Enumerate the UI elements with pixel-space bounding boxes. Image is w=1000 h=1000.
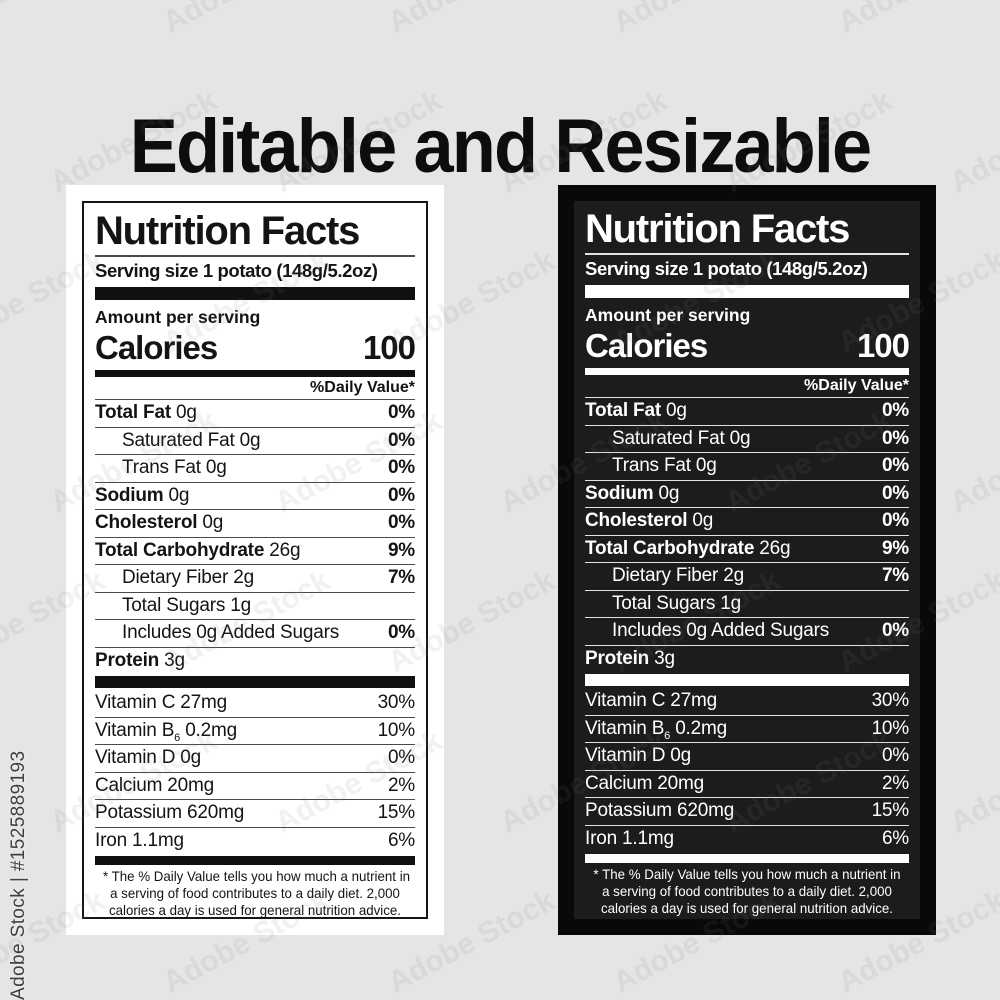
adobe-stock-watermark: Adobe Stock	[608, 0, 786, 40]
adobe-stock-watermark: Adobe Stock	[383, 0, 561, 40]
serving-size: Serving size 1 potato (148g/5.2oz)	[585, 258, 868, 279]
stock-id-watermark: Adobe Stock | #1525889193	[8, 750, 29, 1000]
nutrient-row: Includes 0g Added Sugars 0%	[95, 620, 415, 648]
footnote: * The % Daily Value tells you how much a…	[593, 866, 901, 916]
daily-value-header: %Daily Value*	[585, 375, 909, 398]
label-panel-light: Nutrition Facts Serving size 1 potato (1…	[82, 201, 428, 919]
nutrient-row: Saturated Fat 0g 0%	[95, 428, 415, 455]
page-title: Editable and Resizable	[129, 103, 872, 189]
vitamin-row: Iron 1.1mg 6%	[585, 827, 909, 849]
vitamin-row: Vitamin B6 0.2mg 10%	[585, 716, 909, 743]
calories-row: Calories 100	[585, 327, 910, 365]
nutrition-label-light: Nutrition Facts Serving size 1 potato (1…	[66, 185, 444, 935]
nutrition-label-dark: Nutrition Facts Serving size 1 potato (1…	[558, 185, 936, 935]
vitamin-row: Calcium 20mg 2%	[585, 771, 909, 798]
calories-row: Calories 100	[95, 329, 416, 367]
amount-per-serving: Amount per serving	[585, 305, 751, 325]
nutrient-row: Sodium 0g 0%	[95, 483, 415, 510]
nutrient-row: Total Fat 0g 0%	[585, 398, 909, 426]
adobe-stock-watermark: Adobe Stock	[833, 0, 1000, 40]
nutrient-row: Protein 3g	[95, 649, 185, 671]
divider	[95, 255, 415, 257]
vitamin-row: Vitamin D 0g 0%	[95, 745, 415, 773]
nutrient-row: Cholesterol 0g 0%	[95, 510, 415, 538]
nutrient-row: Includes 0g Added Sugars 0%	[585, 618, 909, 646]
nutrient-row: Cholesterol 0g 0%	[585, 508, 909, 536]
nutrient-row: Sodium 0g 0%	[585, 481, 909, 508]
nutrient-row: Total Carbohydrate 26g 9%	[585, 536, 909, 563]
medium-bar	[585, 854, 909, 863]
nutrient-row: Total Sugars 1g	[95, 593, 415, 620]
nutrient-row: Protein 3g	[585, 647, 675, 669]
nutrient-row: Total Sugars 1g	[585, 591, 909, 618]
vitamin-row: Iron 1.1mg 6%	[95, 829, 415, 851]
calories-value: 100	[362, 329, 416, 366]
medium-bar	[95, 856, 415, 865]
thick-bar	[95, 287, 415, 300]
adobe-stock-watermark: Adobe Stock	[944, 404, 1000, 520]
serving-size: Serving size 1 potato (148g/5.2oz)	[95, 260, 378, 281]
nutrient-row: Total Carbohydrate 26g 9%	[95, 538, 415, 565]
nutrient-row: Total Fat 0g 0%	[95, 400, 415, 428]
thick-bar	[585, 285, 909, 298]
thick-bar	[585, 674, 909, 686]
vitamin-row: Potassium 620mg 15%	[95, 800, 415, 828]
adobe-stock-watermark: Adobe Stock	[944, 724, 1000, 840]
nutrient-row: Dietary Fiber 2g 7%	[585, 563, 909, 591]
medium-bar	[585, 368, 909, 375]
label-title: Nutrition Facts	[95, 209, 360, 253]
label-title: Nutrition Facts	[585, 207, 850, 251]
nutrient-row: Trans Fat 0g 0%	[585, 453, 909, 481]
adobe-stock-watermark: Adobe Stock	[0, 0, 111, 40]
label-panel-dark: Nutrition Facts Serving size 1 potato (1…	[574, 201, 920, 919]
thick-bar	[95, 676, 415, 688]
daily-value-header: %Daily Value*	[95, 377, 415, 400]
nutrient-row: Dietary Fiber 2g 7%	[95, 565, 415, 593]
vitamin-row: Calcium 20mg 2%	[95, 773, 415, 800]
amount-per-serving: Amount per serving	[95, 307, 261, 327]
vitamin-row: Vitamin C 27mg 30%	[95, 690, 415, 718]
nutrient-row: Trans Fat 0g 0%	[95, 455, 415, 483]
vitamin-row: Potassium 620mg 15%	[585, 798, 909, 826]
medium-bar	[95, 370, 415, 377]
calories-label: Calories	[585, 327, 708, 364]
calories-value: 100	[856, 327, 910, 364]
nutrient-row: Saturated Fat 0g 0%	[585, 426, 909, 453]
vitamin-row: Vitamin C 27mg 30%	[585, 688, 909, 716]
vitamin-row: Vitamin D 0g 0%	[585, 743, 909, 771]
divider	[585, 253, 909, 255]
adobe-stock-watermark: Adobe Stock	[158, 0, 336, 40]
calories-label: Calories	[95, 329, 218, 366]
footnote: * The % Daily Value tells you how much a…	[103, 868, 411, 918]
vitamin-row: Vitamin B6 0.2mg 10%	[95, 718, 415, 745]
